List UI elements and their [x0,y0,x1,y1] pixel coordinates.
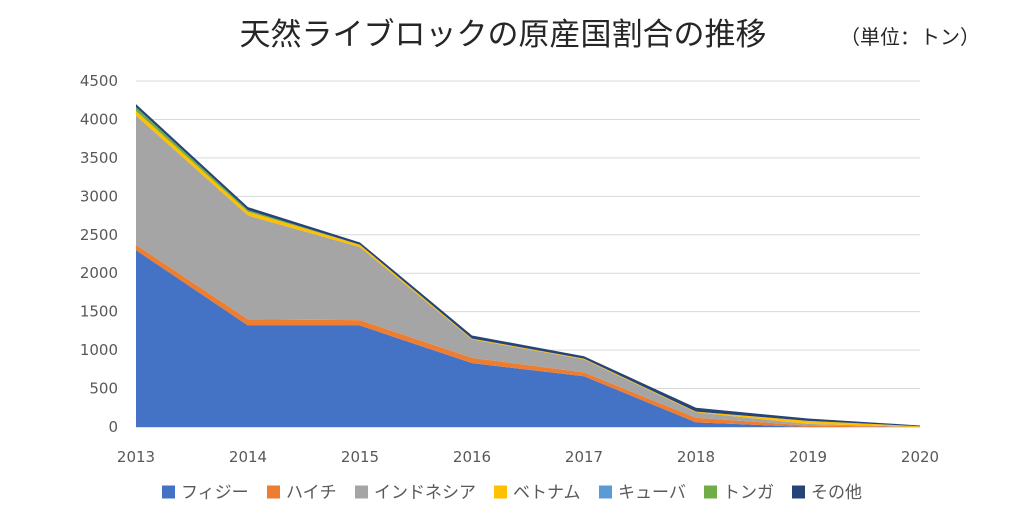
y-tick-label: 500 [89,380,118,398]
x-tick-label: 2020 [901,448,939,466]
x-tick-label: 2016 [453,448,491,466]
x-tick-label: 2018 [677,448,715,466]
legend-swatch [494,485,507,499]
y-tick-label: 0 [108,418,118,436]
x-axis: 2013 2014 2015 2016 2017 2018 2019 2020 [117,448,939,466]
y-tick-label: 4000 [80,110,118,128]
plot-areas [136,104,920,427]
legend-item: ハイチ [267,483,337,503]
x-tick-label: 2019 [789,448,827,466]
y-tick-label: 1000 [80,341,118,359]
y-tick-label: 2000 [80,264,118,282]
legend-item: トンガ [704,483,774,503]
legend-swatch [162,485,175,499]
legend-label: トンガ [723,483,774,503]
legend-label: インドネシア [374,483,476,503]
chart-unit: （単位：トン） [840,25,980,49]
y-tick-label: 1500 [80,303,118,321]
legend-swatch [792,485,805,499]
x-tick-label: 2014 [229,448,267,466]
chart-title: 天然ライブロックの原産国割合の推移 [240,17,767,53]
y-tick-label: 4500 [80,72,118,90]
y-tick-label: 2500 [80,226,118,244]
legend-swatch [704,485,717,499]
x-tick-label: 2013 [117,448,155,466]
legend-item: キューバ [599,483,686,503]
y-tick-label: 3000 [80,187,118,205]
legend-item: フィジー [162,483,249,503]
legend-label: ハイチ [286,483,337,503]
x-tick-label: 2015 [341,448,379,466]
legend-label: その他 [811,483,862,503]
legend-label: フィジー [181,483,249,503]
legend: フィジー ハイチ インドネシア ベトナム キューバ トンガ その他 [162,483,862,503]
x-tick-label: 2017 [565,448,603,466]
y-axis: 0 500 1000 1500 2000 2500 3000 3500 4000 4500 [80,72,118,436]
legend-label: ベトナム [513,483,581,503]
area-series-3 [136,115,920,427]
legend-swatch [355,485,368,499]
legend-item: ベトナム [494,483,581,503]
legend-label: キューバ [618,483,686,503]
legend-item: インドネシア [355,483,476,503]
area-series-1 [136,250,920,427]
legend-swatch [267,485,280,499]
legend-item: その他 [792,483,862,503]
legend-swatch [599,485,612,499]
y-tick-label: 3500 [80,149,118,167]
